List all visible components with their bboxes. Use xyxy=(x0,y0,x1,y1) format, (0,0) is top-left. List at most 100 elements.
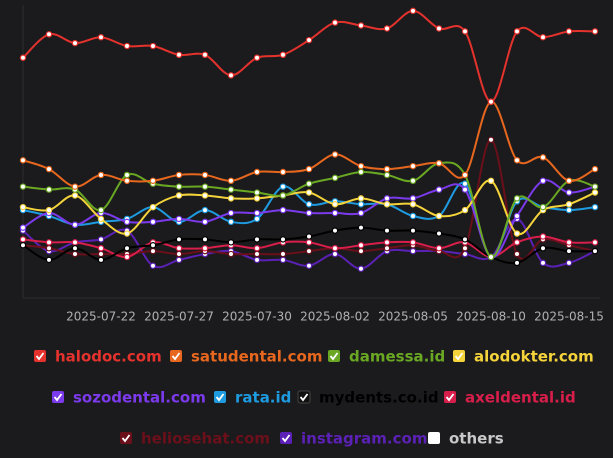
point xyxy=(305,239,313,246)
x-tick-label: 2025-07-22 xyxy=(66,310,136,324)
legend-label: axeldental.id xyxy=(465,389,576,407)
legend-check xyxy=(329,352,339,361)
point xyxy=(331,244,339,252)
point xyxy=(175,256,183,264)
point xyxy=(279,256,287,264)
point xyxy=(253,215,261,223)
legend-check xyxy=(281,434,291,443)
point xyxy=(461,171,469,179)
point xyxy=(201,236,209,243)
point xyxy=(19,242,27,249)
x-tick-label: 2025-08-15 xyxy=(534,310,604,324)
legend-checkbox xyxy=(34,350,46,362)
point xyxy=(201,244,209,252)
point xyxy=(227,186,235,193)
point xyxy=(409,177,417,184)
point xyxy=(513,212,521,220)
point xyxy=(435,244,443,252)
series xyxy=(19,7,599,105)
point xyxy=(71,250,79,258)
legend-checkbox xyxy=(52,391,64,403)
point xyxy=(409,227,417,234)
line xyxy=(22,9,596,103)
legend-check xyxy=(53,393,63,402)
point xyxy=(149,247,157,255)
point xyxy=(19,183,27,190)
point xyxy=(305,247,313,255)
x-tick-label: 2025-07-30 xyxy=(222,310,292,324)
legend-check xyxy=(121,434,131,443)
point xyxy=(45,244,53,252)
legend-label: rata.id xyxy=(235,389,291,407)
legend-item[interactable]: halodoc.com xyxy=(34,348,162,366)
point xyxy=(97,250,105,258)
point xyxy=(565,201,573,208)
legend-label: heliosehat.com xyxy=(141,430,270,448)
point xyxy=(357,168,365,176)
legend-item[interactable]: rata.id xyxy=(214,389,291,407)
point xyxy=(175,171,183,179)
point xyxy=(331,19,339,26)
point xyxy=(591,183,599,190)
legend-item[interactable]: mydents.co.id xyxy=(297,389,439,407)
point xyxy=(539,34,547,41)
point xyxy=(305,36,313,44)
point xyxy=(591,239,599,246)
legend-checkbox xyxy=(428,432,440,444)
point xyxy=(461,206,469,214)
legend-label: mydents.co.id xyxy=(319,389,439,407)
point xyxy=(201,171,209,179)
legend-item[interactable]: alodokter.com xyxy=(453,348,594,366)
point xyxy=(305,209,313,217)
point xyxy=(201,183,209,190)
legend-label: satudental.com xyxy=(191,348,322,366)
legend-item[interactable]: axeldental.id xyxy=(444,389,576,407)
point xyxy=(565,189,573,196)
point xyxy=(331,209,339,217)
point xyxy=(97,236,105,243)
point xyxy=(591,247,599,255)
point xyxy=(357,22,365,29)
point xyxy=(227,218,235,226)
x-tick-label: 2025-08-10 xyxy=(456,310,526,324)
point xyxy=(357,265,365,272)
point xyxy=(591,203,599,211)
point xyxy=(253,244,261,252)
legend-check xyxy=(171,352,181,361)
point xyxy=(409,195,417,202)
point xyxy=(305,262,313,269)
legend-label: halodoc.com xyxy=(55,348,162,366)
point xyxy=(409,239,417,246)
point xyxy=(461,244,469,252)
point xyxy=(201,206,209,214)
point xyxy=(45,239,53,246)
point xyxy=(175,183,183,190)
legend-item[interactable]: sozodental.com xyxy=(52,389,206,407)
point xyxy=(409,162,417,170)
legend-check xyxy=(299,393,309,402)
legend-checkbox xyxy=(170,350,182,362)
point xyxy=(357,247,365,255)
point xyxy=(97,206,105,214)
point xyxy=(539,244,547,252)
legend-checkbox xyxy=(214,391,226,403)
point xyxy=(175,236,183,243)
legend-checkbox xyxy=(453,350,465,362)
point xyxy=(513,259,521,267)
legend-item[interactable]: satudental.com xyxy=(170,348,322,366)
legend-item[interactable]: heliosehat.com xyxy=(120,430,270,448)
point xyxy=(357,224,365,231)
point xyxy=(565,28,573,35)
point xyxy=(149,218,157,226)
legend-item[interactable]: instagram.com xyxy=(280,430,427,448)
legend-check xyxy=(215,393,225,402)
legend-item[interactable]: damessa.id xyxy=(328,348,445,366)
point xyxy=(45,186,53,193)
legend-checkbox xyxy=(120,432,132,444)
legend-item[interactable]: others xyxy=(428,430,504,448)
point xyxy=(383,201,391,208)
point xyxy=(123,171,131,179)
point xyxy=(19,54,27,61)
point xyxy=(305,189,313,196)
point xyxy=(123,177,131,184)
